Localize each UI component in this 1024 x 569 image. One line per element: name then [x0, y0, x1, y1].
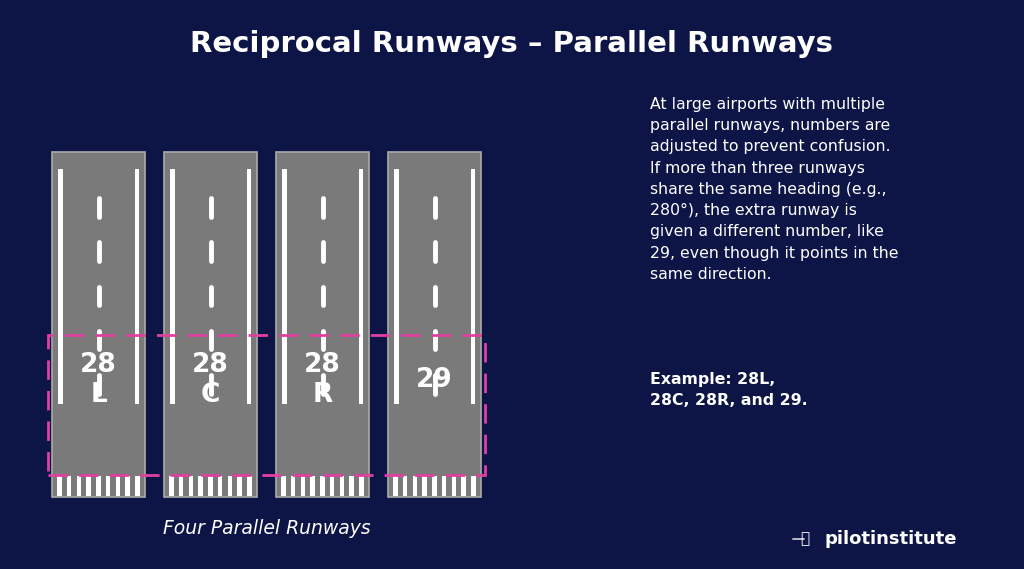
- FancyBboxPatch shape: [52, 152, 145, 497]
- Text: pilotinstitute: pilotinstitute: [825, 530, 957, 548]
- Text: Four Parallel Runways: Four Parallel Runways: [163, 519, 371, 538]
- Bar: [291, 476, 295, 496]
- Bar: [199, 476, 203, 496]
- Bar: [282, 169, 287, 404]
- Bar: [349, 476, 354, 496]
- Text: 28
R: 28 R: [304, 352, 341, 408]
- Bar: [321, 476, 325, 496]
- Bar: [300, 476, 305, 496]
- Bar: [86, 476, 91, 496]
- Bar: [247, 476, 252, 496]
- Bar: [452, 476, 457, 496]
- Bar: [48, 335, 485, 475]
- FancyBboxPatch shape: [388, 152, 481, 497]
- Bar: [134, 169, 139, 404]
- Bar: [471, 476, 476, 496]
- Bar: [340, 476, 344, 496]
- Bar: [422, 476, 427, 496]
- Bar: [247, 169, 251, 404]
- Bar: [188, 476, 194, 496]
- Bar: [413, 476, 417, 496]
- FancyBboxPatch shape: [276, 152, 369, 497]
- Bar: [462, 476, 466, 496]
- Bar: [67, 476, 72, 496]
- Bar: [218, 476, 222, 496]
- Bar: [57, 476, 61, 496]
- Text: ⭐: ⭐: [800, 531, 809, 546]
- Bar: [359, 476, 364, 496]
- Bar: [96, 476, 100, 496]
- Text: At large airports with multiple
parallel runways, numbers are
adjusted to preven: At large airports with multiple parallel…: [650, 97, 898, 282]
- Bar: [179, 476, 183, 496]
- Text: Reciprocal Runways – Parallel Runways: Reciprocal Runways – Parallel Runways: [190, 30, 834, 58]
- Bar: [125, 476, 130, 496]
- Bar: [169, 476, 174, 496]
- Bar: [170, 169, 174, 404]
- Bar: [402, 476, 408, 496]
- Bar: [208, 476, 213, 496]
- Bar: [393, 476, 397, 496]
- Bar: [281, 476, 286, 496]
- Bar: [470, 169, 475, 404]
- Bar: [105, 476, 111, 496]
- Bar: [394, 169, 398, 404]
- Bar: [227, 476, 232, 496]
- Bar: [432, 476, 436, 496]
- FancyBboxPatch shape: [164, 152, 257, 497]
- Text: 29: 29: [416, 366, 453, 393]
- Bar: [116, 476, 120, 496]
- Text: Example: 28L,
28C, 28R, and 29.: Example: 28L, 28C, 28R, and 29.: [650, 372, 808, 408]
- Text: 28
C: 28 C: [193, 352, 229, 408]
- Text: 28
L: 28 L: [80, 352, 117, 408]
- Bar: [77, 476, 81, 496]
- Bar: [135, 476, 139, 496]
- Bar: [238, 476, 242, 496]
- Bar: [330, 476, 335, 496]
- Bar: [358, 169, 362, 404]
- Bar: [58, 169, 62, 404]
- Bar: [441, 476, 446, 496]
- Bar: [310, 476, 315, 496]
